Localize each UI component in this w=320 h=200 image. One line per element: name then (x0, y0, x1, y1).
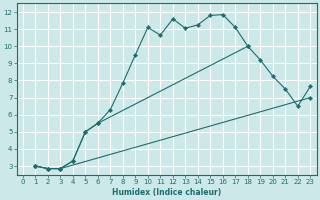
X-axis label: Humidex (Indice chaleur): Humidex (Indice chaleur) (112, 188, 221, 197)
